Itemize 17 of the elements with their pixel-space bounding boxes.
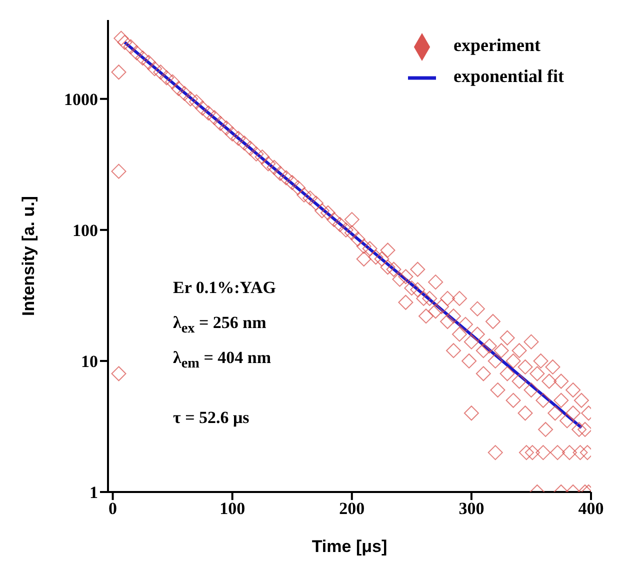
legend-label: experiment bbox=[454, 35, 540, 55]
y-tick-label: 1000 bbox=[64, 90, 98, 109]
x-tick-label: 200 bbox=[339, 499, 365, 518]
y-tick-label: 100 bbox=[72, 220, 98, 240]
annotation: τ = 52.6 μs bbox=[173, 408, 250, 428]
annotation: λ$_{ex}$ = 256 nm bbox=[173, 313, 266, 338]
annotation: λ$_{em}$ = 404 nm bbox=[173, 348, 271, 372]
x-tick-label: 400 bbox=[578, 499, 604, 518]
annotation: Er 0.1%:YAG bbox=[173, 278, 276, 298]
x-axis-title: Time [μs] bbox=[312, 537, 388, 556]
y-tick-label: 1 bbox=[90, 483, 98, 502]
x-tick-label: 100 bbox=[220, 499, 246, 518]
y-axis-title: Intensity [a. u.] bbox=[19, 196, 38, 316]
legend-label: exponential fit bbox=[454, 66, 564, 86]
x-tick-label: 0 bbox=[108, 499, 118, 518]
x-tick-label: 300 bbox=[458, 499, 484, 518]
y-tick-label: 10 bbox=[81, 352, 98, 371]
